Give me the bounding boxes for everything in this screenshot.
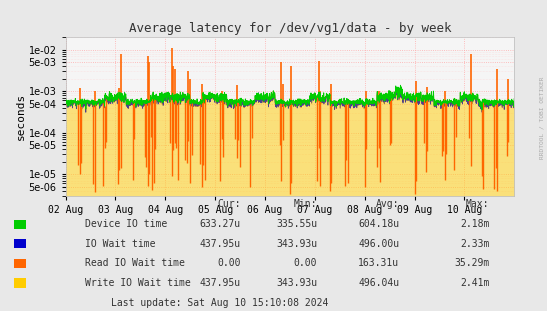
Text: Device IO time: Device IO time bbox=[85, 219, 167, 229]
Text: 163.31u: 163.31u bbox=[358, 258, 399, 268]
Text: RRDTOOL / TOBI OETIKER: RRDTOOL / TOBI OETIKER bbox=[539, 77, 544, 160]
Text: IO Wait time: IO Wait time bbox=[85, 239, 155, 249]
Text: Read IO Wait time: Read IO Wait time bbox=[85, 258, 185, 268]
Text: 2.41m: 2.41m bbox=[460, 278, 490, 288]
Text: Last update: Sat Aug 10 15:10:08 2024: Last update: Sat Aug 10 15:10:08 2024 bbox=[111, 298, 328, 308]
Text: Cur:: Cur: bbox=[217, 199, 241, 209]
Text: 343.93u: 343.93u bbox=[276, 239, 317, 249]
Text: Write IO Wait time: Write IO Wait time bbox=[85, 278, 190, 288]
Text: 0.00: 0.00 bbox=[294, 258, 317, 268]
Text: 496.04u: 496.04u bbox=[358, 278, 399, 288]
Text: 496.00u: 496.00u bbox=[358, 239, 399, 249]
Text: 2.33m: 2.33m bbox=[460, 239, 490, 249]
Y-axis label: seconds: seconds bbox=[16, 93, 26, 140]
Text: 437.95u: 437.95u bbox=[200, 278, 241, 288]
Text: 35.29m: 35.29m bbox=[455, 258, 490, 268]
Text: 0.00: 0.00 bbox=[217, 258, 241, 268]
Text: 335.55u: 335.55u bbox=[276, 219, 317, 229]
Text: 343.93u: 343.93u bbox=[276, 278, 317, 288]
Text: Max:: Max: bbox=[466, 199, 490, 209]
Text: 633.27u: 633.27u bbox=[200, 219, 241, 229]
Title: Average latency for /dev/vg1/data - by week: Average latency for /dev/vg1/data - by w… bbox=[129, 22, 451, 35]
Text: 437.95u: 437.95u bbox=[200, 239, 241, 249]
Text: 2.18m: 2.18m bbox=[460, 219, 490, 229]
Text: Min:: Min: bbox=[294, 199, 317, 209]
Text: Avg:: Avg: bbox=[376, 199, 399, 209]
Text: 604.18u: 604.18u bbox=[358, 219, 399, 229]
